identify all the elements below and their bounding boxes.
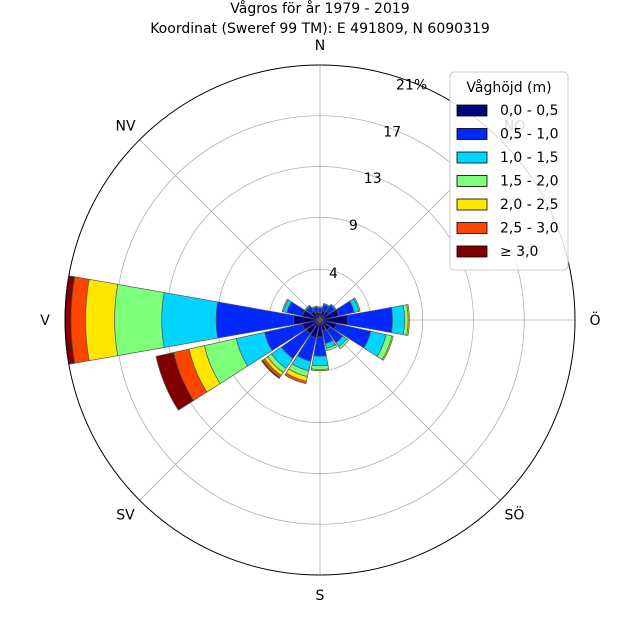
direction-label-N: N [315,38,325,54]
rose-bar-dir180-bin2 [311,355,329,367]
direction-label-V: V [40,313,50,329]
chart-subtitle: Koordinat (Sweref 99 TM): E 491809, N 60… [150,21,490,37]
direction-label-SV: SV [116,508,135,524]
grid-spoke [139,139,321,321]
rose-bar-dir337.5-bin2 [311,305,318,310]
direction-label-Ö: Ö [589,311,600,329]
radial-tick-label: 9 [349,218,358,234]
legend: Våghöjd (m) 0,0 - 0,5 0,5 - 1,0 1,0 - 1,5 1… [449,71,569,271]
rose-bars [64,275,410,411]
legend-swatch [456,222,488,234]
rose-bar-dir135-bin3 [338,338,350,350]
legend-swatch [456,175,488,187]
rose-bar-dir270-bin2 [161,292,219,348]
rose-bar-dir67.5-bin3 [353,297,361,312]
chart-title: Vågros för år 1979 - 2019 [230,0,409,17]
direction-label-SÖ: SÖ [505,506,525,524]
legend-label: 1,5 - 2,0 [500,174,558,190]
direction-label-NV: NV [115,119,135,135]
radial-tick-label: 21% [396,77,427,93]
legend-swatch [456,151,488,164]
grid-spoke [319,319,501,501]
radial-tick-labels: 4 9 13 17 21% [329,77,427,282]
rose-bar-dir202.5-bin5 [284,372,307,385]
rose-bar-dir90-bin2 [391,304,405,336]
legend-swatch [456,104,488,117]
rose-bar-dir270-bin4 [85,278,119,362]
rose-bar-dir180-bin4 [310,368,330,372]
rose-bar-dir22.5-bin2 [322,303,330,308]
rose-bar-dir157.5-bin3 [325,343,338,352]
direction-labels: NNOÖSÖSSVVNV [40,38,600,604]
radial-tick-label: 13 [364,171,382,187]
radial-tick-label: 4 [329,266,338,282]
rose-bar-dir270-bin3 [114,283,165,357]
rose-bar-dir247.5-bin6 [155,352,195,411]
rose-bar-dir45-bin2 [329,303,337,311]
legend-swatch [456,245,488,258]
legend-title: Våghöjd (m) [466,79,551,96]
legend-label: 2,0 - 2,5 [500,197,558,213]
rose-bar-dir90-bin4 [406,304,410,336]
legend-label: 0,0 - 0,5 [500,103,558,119]
direction-label-S: S [316,588,325,604]
rose-bar-dir112.5-bin4 [381,335,394,361]
rose-bar-dir225-bin6 [261,359,281,379]
polar-outline [64,64,576,576]
rose-bar-dir0-bin2 [317,306,323,309]
radial-tick-label: 17 [383,124,401,140]
legend-swatch [456,198,488,211]
legend-label: 2,5 - 3,0 [500,221,558,237]
legend-box [449,71,569,271]
legend-label: ≥ 3,0 [500,244,538,260]
legend-label: 0,5 - 1,0 [500,127,558,143]
legend-swatch [456,128,488,140]
rose-bar-dir315-bin2 [304,304,311,311]
rose-bar-dir292.5-bin3 [281,298,289,313]
legend-label: 1,0 - 1,5 [500,150,558,166]
